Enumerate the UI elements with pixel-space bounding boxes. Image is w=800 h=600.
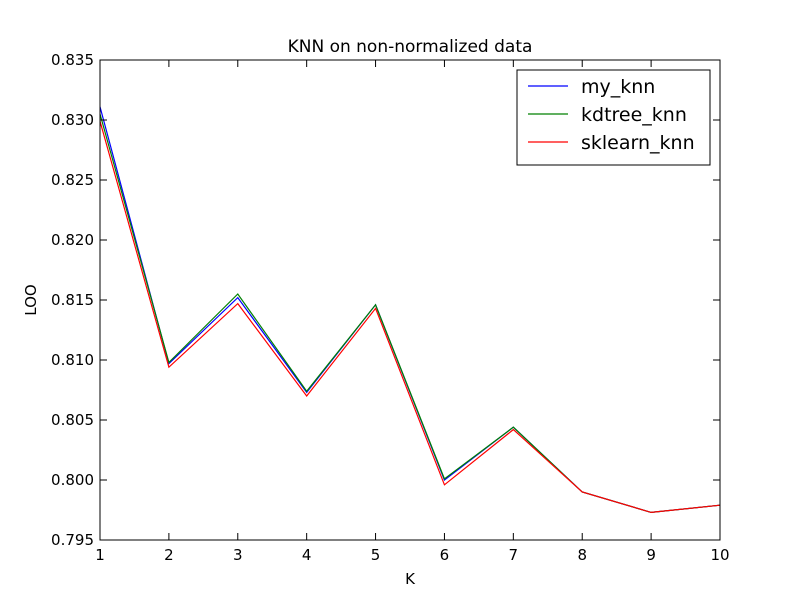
series-line-sklearn-knn — [99, 121, 721, 514]
x-tick-label: 10 — [710, 546, 729, 564]
y-tick-label: 0.830 — [51, 111, 94, 129]
x-axis-label: K — [405, 570, 416, 588]
x-tick-label: 6 — [440, 546, 450, 564]
x-tick-label: 5 — [371, 546, 381, 564]
y-tick-label: 0.815 — [51, 291, 94, 309]
plot-frame — [99, 59, 721, 541]
y-tick-label: 0.800 — [51, 471, 94, 489]
x-tick-label: 4 — [302, 546, 312, 564]
x-tick-label: 9 — [646, 546, 656, 564]
y-tick-label: 0.820 — [51, 231, 94, 249]
y-tick-label: 0.810 — [51, 351, 94, 369]
legend-label-my-knn: my_knn — [581, 76, 655, 98]
x-tick-label: 8 — [577, 546, 587, 564]
chart-title: KNN on non-normalized data — [288, 37, 533, 57]
x-tick-label: 7 — [509, 546, 519, 564]
y-tick-label: 0.795 — [51, 531, 94, 549]
legend: my_knn kdtree_knn sklearn_knn — [516, 69, 711, 166]
x-tick-label: 1 — [95, 546, 105, 564]
legend-label-sklearn-knn: sklearn_knn — [581, 132, 695, 154]
y-tick-label: 0.805 — [51, 411, 94, 429]
legend-label-kdtree-knn: kdtree_knn — [581, 104, 687, 126]
y-axis-label: LOO — [22, 284, 40, 315]
y-tick-label: 0.835 — [51, 51, 94, 69]
y-tick-label: 0.825 — [51, 171, 94, 189]
x-tick-label: 3 — [233, 546, 243, 564]
axis-ticks: 1 2 3 4 5 6 7 8 9 10 0.795 0.800 0.805 0.810 0.815 0.82… — [51, 51, 730, 564]
x-tick-label: 2 — [164, 546, 174, 564]
plot-lines — [99, 106, 721, 514]
